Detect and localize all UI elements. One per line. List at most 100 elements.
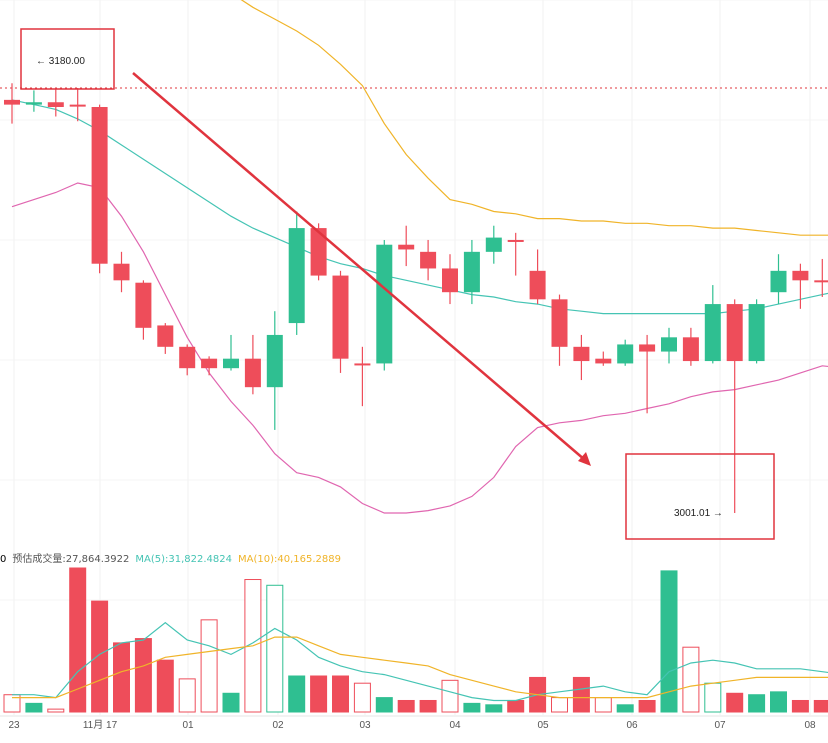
candle-body <box>332 275 349 359</box>
high-price-label: ← 3180.00 <box>36 56 85 67</box>
candle-body <box>770 270 787 293</box>
candle-body <box>69 104 86 107</box>
candle-body <box>529 270 546 300</box>
volume-bar <box>770 691 787 713</box>
volume-bar <box>551 697 568 713</box>
volume-bar <box>485 704 503 713</box>
candle-body <box>792 270 809 281</box>
bollinger-middle-line <box>11 99 828 315</box>
volume-bar <box>91 600 109 713</box>
bollinger-upper-line <box>240 0 828 236</box>
low-price-label: 3001.01 → <box>674 508 723 519</box>
candle-body <box>310 228 327 276</box>
candle-body <box>573 346 590 362</box>
x-tick-label: 05 <box>537 720 549 731</box>
volume-bar <box>69 567 87 713</box>
candle-body <box>47 102 64 107</box>
candle-body <box>639 344 656 352</box>
volume-header: 0 预估成交量:27,864.3922 MA(5):31,822.4824 MA(10… <box>0 550 347 565</box>
candle-body <box>617 344 634 364</box>
volume-bar <box>463 702 481 713</box>
x-tick-label: 06 <box>626 720 638 731</box>
volume-bar <box>397 699 415 713</box>
volume-ma10-label: MA(10):40,165.2889 <box>238 554 341 565</box>
candle-body <box>376 244 393 364</box>
candle-body <box>704 304 721 362</box>
volume-bar <box>748 694 766 713</box>
candle-body <box>442 268 458 293</box>
candle-body <box>135 282 152 328</box>
volume-bar <box>25 702 43 713</box>
candle-body <box>814 280 828 283</box>
x-tick-label: 08 <box>804 720 816 731</box>
volume-bar <box>441 679 459 713</box>
candle-body <box>179 346 196 369</box>
volume-bar <box>507 699 525 713</box>
candle-body <box>398 244 415 250</box>
candle-body <box>551 299 568 347</box>
low-annotation-box <box>625 453 775 540</box>
volume-bar <box>726 692 744 713</box>
candle-body <box>223 358 239 369</box>
volume-bar <box>178 678 196 713</box>
x-tick-label: 01 <box>182 720 194 731</box>
candle-body <box>661 337 677 352</box>
x-tick-label: 04 <box>449 720 461 731</box>
volume-bar <box>266 584 284 713</box>
high-annotation-box <box>20 28 115 90</box>
volume-bar <box>704 682 722 713</box>
bollinger-lower-line <box>11 182 828 514</box>
volume-bar <box>222 692 240 713</box>
volume-bar <box>134 638 152 713</box>
volume-bar <box>594 697 612 713</box>
candle-body <box>157 325 174 347</box>
candle-body <box>288 228 305 324</box>
candle-body <box>748 304 765 362</box>
volume-bar <box>113 642 130 713</box>
candle-body <box>266 334 283 388</box>
volume-bar <box>791 699 809 713</box>
volume-bar <box>813 699 828 713</box>
candle-body <box>682 337 699 362</box>
candle-body <box>485 237 502 252</box>
volume-bar <box>310 675 328 713</box>
candle-body <box>201 358 218 369</box>
candle-body <box>25 102 42 105</box>
volume-bar <box>638 699 656 713</box>
volume-bar <box>375 697 393 713</box>
candle-body <box>507 239 524 242</box>
volume-bar <box>616 704 634 713</box>
x-tick-label: 07 <box>714 720 726 731</box>
volume-bar <box>682 646 700 713</box>
volume-bar <box>200 619 218 713</box>
volume-bar <box>288 675 306 713</box>
candle-body <box>91 106 108 264</box>
trend-arrow-line <box>132 72 586 461</box>
candle-body <box>726 304 743 362</box>
volume-ma10-line <box>12 636 828 699</box>
volume-bar <box>353 682 371 713</box>
volume-ma5-label: MA(5):31,822.4824 <box>135 554 232 565</box>
x-tick-label: 23 <box>8 720 20 731</box>
candle-body <box>113 263 130 281</box>
volume-ma5-line <box>12 621 828 702</box>
candle-body <box>595 358 612 364</box>
candle-body <box>244 358 261 388</box>
candle-body <box>4 99 20 105</box>
candle-body <box>420 251 437 269</box>
x-tick-label: 11月 17 <box>83 719 118 731</box>
volume-bar <box>156 659 174 713</box>
volume-header-prefix: 0 <box>0 554 7 565</box>
candle-body <box>354 363 371 366</box>
volume-estimate-label: 预估成交量:27,864.3922 <box>12 554 130 565</box>
x-tick-label: 02 <box>272 720 284 731</box>
volume-bar <box>572 676 590 713</box>
x-tick-label: 03 <box>359 720 371 731</box>
candle-body <box>463 251 480 293</box>
volume-bar <box>332 675 349 713</box>
volume-bar <box>419 699 437 713</box>
volume-bar <box>47 708 65 713</box>
trend-arrow-head <box>578 452 591 466</box>
